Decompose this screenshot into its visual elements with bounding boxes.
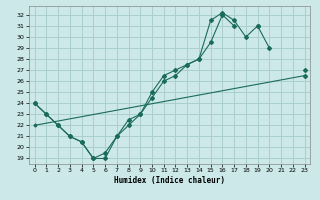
X-axis label: Humidex (Indice chaleur): Humidex (Indice chaleur) [114, 176, 225, 185]
